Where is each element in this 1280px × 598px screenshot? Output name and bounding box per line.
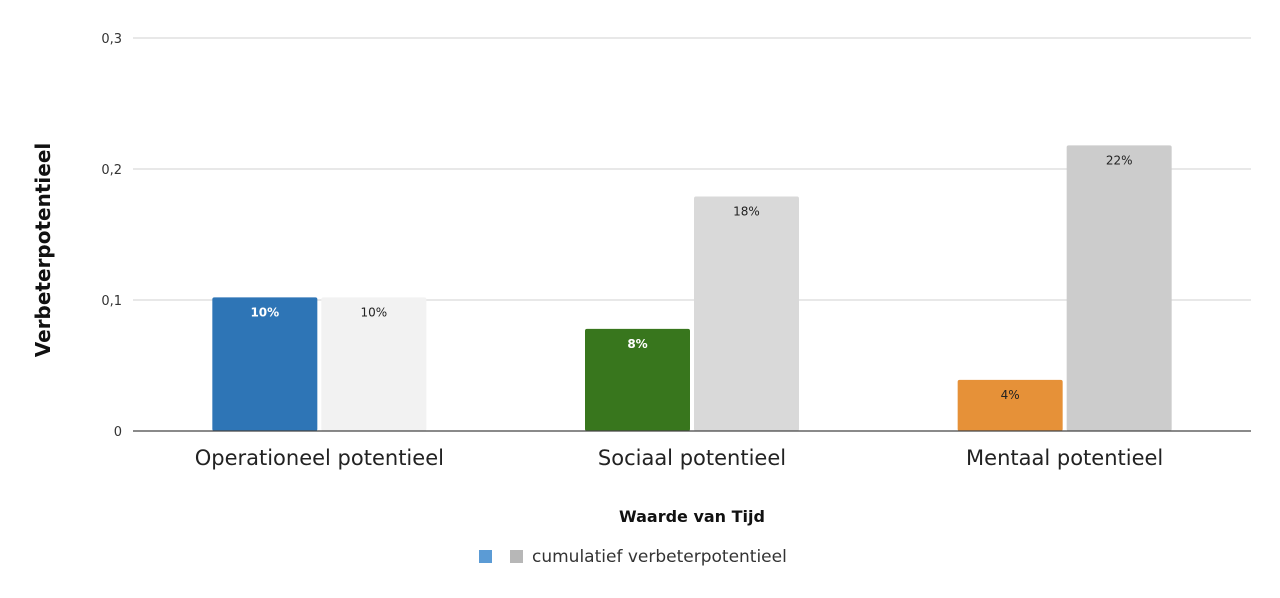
data-label: 10% — [250, 305, 279, 319]
x-tick-label: Mentaal potentieel — [966, 446, 1163, 470]
x-tick-label: Operationeel potentieel — [195, 446, 444, 470]
legend-swatch — [479, 550, 492, 563]
bar — [1066, 145, 1172, 432]
data-label: 8% — [627, 337, 647, 351]
y-tick-label: 0,3 — [101, 32, 122, 47]
data-label: 22% — [1106, 153, 1133, 167]
legend-swatch — [510, 550, 523, 563]
legend-label: cumulatief verbeterpotentieel — [532, 547, 787, 567]
data-label: 10% — [360, 305, 387, 319]
y-axis-title: Verbeterpotentieel — [31, 143, 55, 358]
bar — [212, 297, 318, 431]
data-label: 4% — [1001, 388, 1020, 402]
x-axis-title: Waarde van Tijd — [619, 507, 765, 526]
bar — [694, 196, 799, 431]
y-tick-label: 0,2 — [101, 163, 122, 178]
bar — [585, 328, 690, 431]
y-tick-label: 0 — [114, 425, 122, 440]
bar — [957, 379, 1063, 431]
bar — [321, 297, 427, 431]
y-tick-label: 0,1 — [101, 294, 122, 309]
data-label: 18% — [733, 205, 760, 219]
x-tick-label: Sociaal potentieel — [598, 446, 786, 470]
